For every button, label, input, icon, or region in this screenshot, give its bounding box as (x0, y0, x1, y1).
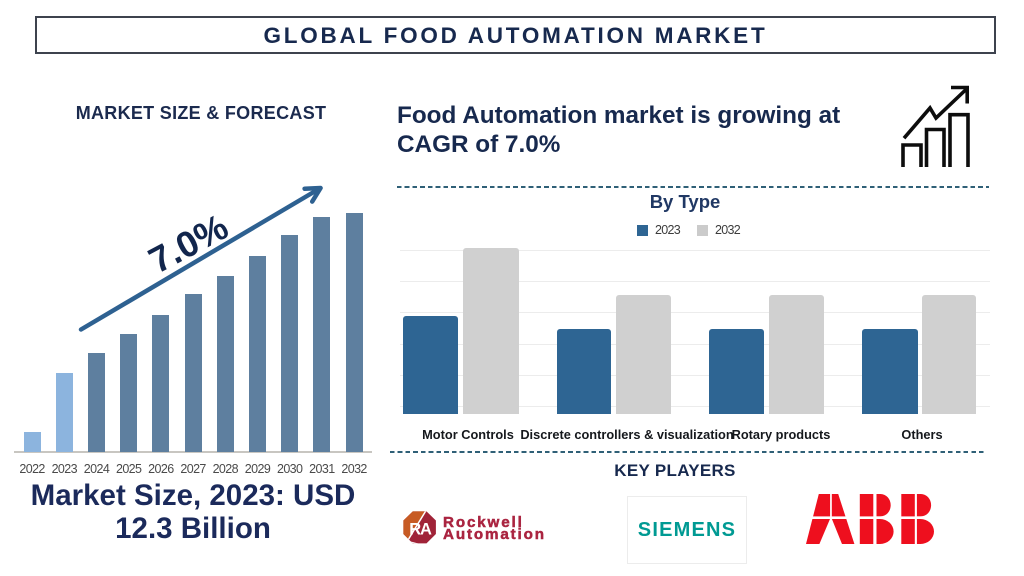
svg-text:RA: RA (409, 521, 432, 539)
